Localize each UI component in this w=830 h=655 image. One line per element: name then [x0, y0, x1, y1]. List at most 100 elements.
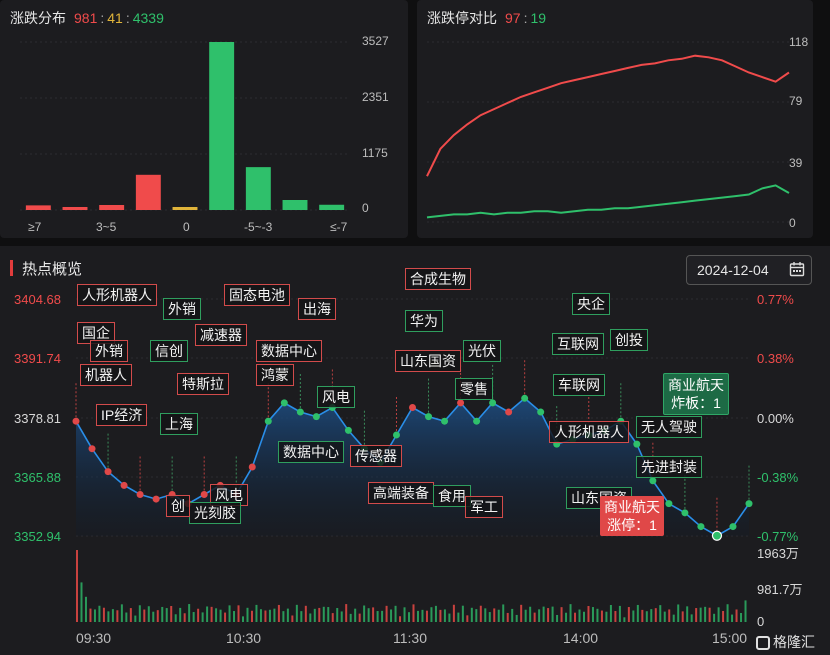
concept-label[interactable]: 央企: [572, 293, 610, 315]
volume-bar: [215, 608, 218, 622]
concept-label[interactable]: 固态电池: [224, 284, 290, 306]
volume-bar: [394, 605, 397, 622]
volume-bar: [484, 608, 487, 622]
concept-label[interactable]: 创投: [610, 329, 648, 351]
concept-label[interactable]: 山东国资: [566, 487, 632, 509]
concept-label[interactable]: 数据中心: [256, 340, 322, 362]
price-tick-4: 3352.94: [14, 529, 61, 544]
volume-bar: [183, 613, 186, 622]
dist-ytick-0: 3527: [362, 34, 389, 48]
concept-label[interactable]: 外销: [163, 298, 201, 320]
volume-bar: [412, 604, 415, 622]
concept-label[interactable]: 减速器: [195, 324, 247, 346]
volume-bar: [654, 608, 657, 622]
volume-bar: [726, 604, 729, 622]
concept-label[interactable]: 出海: [298, 298, 336, 320]
volume-bar: [372, 607, 375, 622]
concept-label[interactable]: 国企: [77, 322, 115, 344]
price-tick-2: 3378.81: [14, 411, 61, 426]
volume-bar: [282, 611, 285, 622]
volume-bar: [704, 606, 707, 622]
volume-bar: [206, 606, 209, 622]
concept-label[interactable]: 食用: [433, 485, 471, 507]
concept-label[interactable]: 零售: [455, 378, 493, 400]
concept-label[interactable]: 合成生物: [405, 268, 471, 290]
concept-label[interactable]: 传感器: [350, 445, 402, 467]
concept-label[interactable]: 创: [166, 495, 190, 517]
concept-label[interactable]: 人形机器人: [549, 421, 629, 443]
concept-label[interactable]: 军工: [465, 496, 503, 518]
concept-label[interactable]: 信创: [150, 340, 188, 362]
limit-series-line: [426, 184, 790, 219]
concept-label[interactable]: 机器人: [80, 364, 132, 386]
concept-label[interactable]: 风电: [210, 484, 248, 506]
volume-bar: [452, 604, 455, 622]
volume-bar: [538, 609, 541, 622]
limit-ytick-0: 118: [789, 35, 809, 49]
concept-label[interactable]: 风电: [317, 386, 355, 408]
concept-label[interactable]: 人形机器人: [77, 284, 157, 306]
tooltip-green-line2: 炸板：1: [671, 395, 721, 411]
volume-bar: [479, 605, 482, 622]
concept-label[interactable]: 互联网: [552, 333, 604, 355]
concept-label[interactable]: 华为: [405, 310, 443, 332]
volume-bar: [80, 582, 83, 622]
volume-bar: [300, 611, 303, 622]
volume-bar: [645, 611, 648, 622]
volume-bar: [448, 613, 451, 622]
volume-bar: [439, 609, 442, 622]
concept-label[interactable]: 车联网: [553, 374, 605, 396]
volume-bar: [641, 609, 644, 622]
concept-label[interactable]: 上海: [160, 413, 198, 435]
concept-label[interactable]: 山东国资: [395, 350, 461, 372]
concept-label[interactable]: 外销: [90, 340, 128, 362]
volume-bar: [497, 609, 500, 622]
volume-bar: [188, 604, 191, 622]
down-count: 4339: [132, 10, 164, 26]
volume-bar: [425, 610, 428, 622]
volume-bar: [416, 610, 419, 622]
dist-xtick-3: -5~-3: [244, 220, 273, 234]
concept-label[interactable]: 光刻胶: [189, 502, 241, 524]
event-dot: [392, 431, 400, 439]
volume-bar: [219, 609, 222, 622]
distribution-panel: 涨跌分布 981:41:4339 3527 2351 1175 0 ≥7 3~5 …: [0, 0, 408, 238]
volume-bar: [134, 615, 137, 622]
volume-bar: [502, 604, 505, 622]
volume-bar: [578, 609, 581, 622]
date-picker[interactable]: 2024-12-04: [686, 255, 812, 285]
event-dot: [681, 509, 689, 517]
volume-bar: [574, 612, 577, 622]
volume-bar: [84, 596, 87, 622]
volume-bar: [556, 614, 559, 622]
volume-bar: [318, 607, 321, 622]
volume-bar: [111, 609, 114, 622]
volume-bar: [443, 609, 446, 622]
time-tick-1: 10:30: [226, 630, 262, 646]
concept-label[interactable]: 无人驾驶: [636, 416, 702, 438]
concept-label[interactable]: 先进封装: [636, 456, 702, 478]
volume-bar: [210, 606, 213, 622]
concept-label[interactable]: 数据中心: [278, 441, 344, 463]
hot-title: 热点概览: [22, 261, 83, 278]
brand-logo: 格隆汇: [756, 632, 815, 652]
concept-label[interactable]: 特斯拉: [177, 373, 229, 395]
tooltip-red-line1: 商业航天: [604, 499, 660, 515]
concept-label[interactable]: 高端装备: [368, 482, 434, 504]
volume-bar: [475, 609, 478, 622]
dist-bar: [282, 199, 308, 210]
dist-bar: [135, 174, 161, 210]
volume-bar: [695, 608, 698, 622]
volume-bar: [277, 604, 280, 622]
volume-bar: [336, 608, 339, 622]
volume-bar: [533, 612, 536, 622]
concept-label[interactable]: 光伏: [463, 340, 501, 362]
calendar-icon: [789, 262, 805, 277]
volume-bar: [250, 610, 253, 622]
concept-label[interactable]: IP经济: [96, 404, 148, 426]
dist-bar: [245, 167, 271, 210]
concept-label[interactable]: 鸿蒙: [256, 364, 294, 386]
volume-bar: [363, 605, 366, 622]
vol-tick-0: 1963万: [757, 546, 799, 561]
volume-bar: [623, 617, 626, 622]
